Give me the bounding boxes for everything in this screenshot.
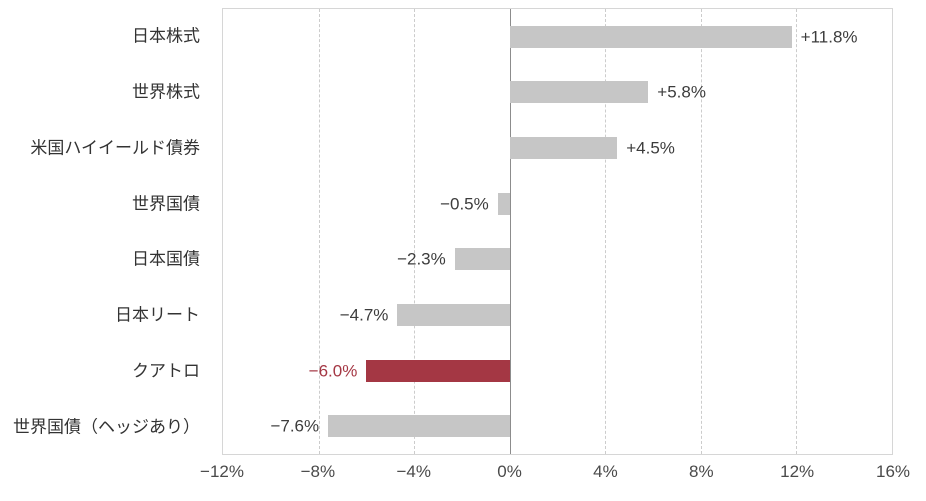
grid-line bbox=[605, 9, 607, 454]
bar bbox=[509, 81, 649, 104]
grid-line bbox=[318, 9, 320, 454]
category-label: 米国ハイイールド債券 bbox=[30, 138, 200, 158]
bar bbox=[509, 137, 618, 160]
plot-area: +11.8% +5.8% +4.5% −0.5% −2.3% −4.7% −6.0% −7.6… bbox=[222, 8, 893, 455]
bar-value-label: +4.5% bbox=[626, 138, 675, 158]
category-label: 世界国債 bbox=[132, 194, 200, 214]
bar bbox=[454, 248, 510, 271]
x-tick-label: −4% bbox=[396, 462, 431, 481]
grid-line bbox=[700, 9, 702, 454]
bar-value-label: −6.0% bbox=[308, 361, 358, 381]
x-axis: −12% −8% −4% 0% 4% 8% 12% 16% bbox=[200, 461, 910, 487]
category-labels: 日本株式世界株式米国ハイイールド債券世界国債日本国債日本リートクアトロ世界国債（… bbox=[0, 8, 210, 455]
x-tick-label: 4% bbox=[593, 462, 618, 481]
x-tick-label: 12% bbox=[780, 462, 815, 481]
grid-line bbox=[796, 9, 798, 454]
x-tick-label: 8% bbox=[688, 462, 714, 481]
bar-value-label: +5.8% bbox=[657, 82, 706, 102]
x-tick-label: −8% bbox=[300, 462, 336, 481]
x-tick-label: 16% bbox=[875, 462, 911, 481]
category-label: 世界国債（ヘッジあり） bbox=[13, 417, 200, 437]
bar-value-label: +11.8% bbox=[800, 27, 858, 47]
bar-value-label: −0.5% bbox=[440, 194, 489, 214]
bar bbox=[328, 415, 510, 438]
category-label: 世界株式 bbox=[132, 82, 200, 102]
bar-highlighted bbox=[366, 359, 510, 382]
bar bbox=[397, 303, 510, 326]
category-label: 日本国債 bbox=[132, 249, 200, 269]
bar-value-label: −4.7% bbox=[339, 305, 389, 325]
bar-value-label: −7.6% bbox=[270, 416, 320, 436]
bar bbox=[509, 25, 792, 48]
category-label: クアトロ bbox=[132, 361, 200, 381]
x-tick-label: −12% bbox=[200, 462, 244, 481]
bar bbox=[497, 192, 510, 215]
zero-baseline bbox=[509, 9, 511, 454]
grid-line bbox=[414, 9, 416, 454]
category-label: 日本株式 bbox=[132, 26, 200, 46]
bar-value-label: −2.3% bbox=[397, 249, 446, 269]
x-tick-label: 0% bbox=[497, 462, 522, 481]
category-label: 日本リート bbox=[115, 305, 200, 325]
